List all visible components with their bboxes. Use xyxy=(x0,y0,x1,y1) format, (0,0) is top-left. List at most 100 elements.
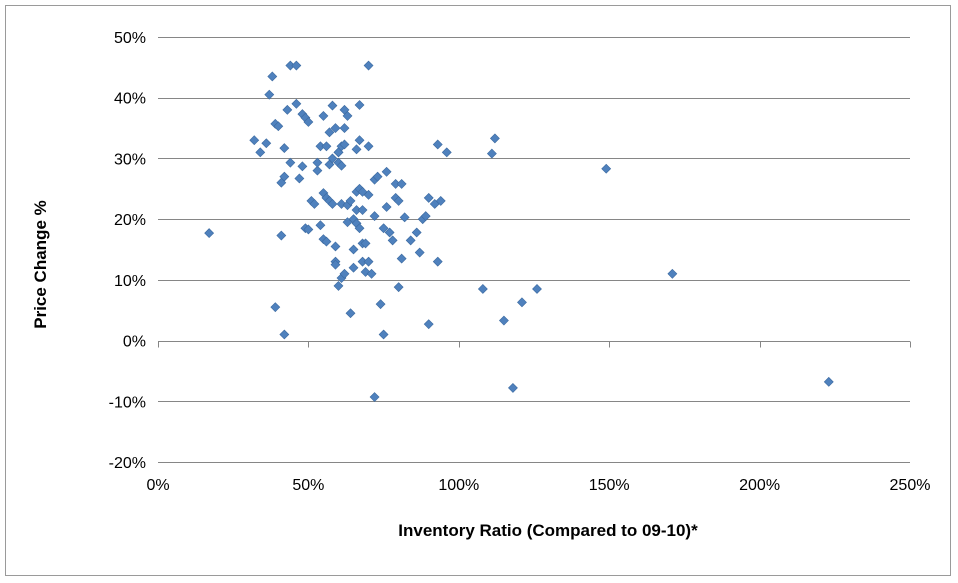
y-tick-label: 20% xyxy=(114,212,146,229)
data-point xyxy=(387,235,398,246)
x-tick-label: 200% xyxy=(739,477,780,494)
chart-frame xyxy=(5,5,951,576)
x-tick-label: 150% xyxy=(589,477,630,494)
data-point xyxy=(273,121,284,132)
data-point xyxy=(303,224,314,235)
data-point xyxy=(498,315,509,326)
data-point xyxy=(357,205,368,215)
y-tick-label: 40% xyxy=(114,91,146,108)
y-tick-label: 50% xyxy=(114,30,146,47)
data-point xyxy=(291,60,302,71)
data-point xyxy=(351,144,362,155)
x-tick-label: 50% xyxy=(292,477,324,494)
data-point xyxy=(318,111,329,121)
data-point xyxy=(601,163,612,174)
x-axis-title: Inventory Ratio (Compared to 09-10)* xyxy=(398,521,698,540)
data-point xyxy=(279,143,290,154)
data-point xyxy=(282,104,293,115)
data-point xyxy=(378,223,389,234)
data-point xyxy=(297,161,308,172)
data-point xyxy=(336,160,347,171)
data-points xyxy=(204,60,834,402)
y-axis-title: Price Change % xyxy=(31,200,50,329)
data-point xyxy=(330,241,341,252)
gridlines xyxy=(158,37,910,463)
data-point xyxy=(249,135,260,146)
data-point xyxy=(432,139,443,150)
data-point xyxy=(312,157,323,168)
data-point xyxy=(363,60,374,71)
data-point xyxy=(309,199,320,209)
data-point xyxy=(315,220,326,231)
data-point xyxy=(393,282,404,293)
y-axis-tick-labels: -20% -10% 0% 10% 20% 30% 40% 50% xyxy=(109,30,146,472)
x-tick-label: 250% xyxy=(890,477,931,494)
data-point xyxy=(333,281,344,291)
data-point xyxy=(532,284,542,294)
data-point xyxy=(324,127,335,138)
data-point xyxy=(375,299,386,310)
data-point xyxy=(345,196,356,206)
data-point xyxy=(327,199,338,209)
data-point xyxy=(396,253,407,264)
data-point xyxy=(489,133,500,144)
data-point xyxy=(369,392,380,402)
y-tick-label: -20% xyxy=(109,455,146,472)
data-point xyxy=(294,173,305,184)
data-point xyxy=(276,230,287,241)
data-point xyxy=(339,123,350,133)
data-point xyxy=(405,235,416,246)
data-point xyxy=(279,329,290,340)
y-tick-label: 0% xyxy=(123,334,146,351)
y-tick-label: 30% xyxy=(114,151,146,168)
data-point xyxy=(339,139,350,150)
data-point xyxy=(477,284,488,294)
data-point xyxy=(354,100,365,110)
x-tick-label: 100% xyxy=(438,477,479,494)
data-point xyxy=(330,123,341,133)
data-point xyxy=(345,308,356,319)
data-point xyxy=(423,192,434,203)
data-point xyxy=(372,171,383,182)
x-axis-tick-labels: 0% 50% 100% 150% 200% 250% xyxy=(146,477,930,494)
data-point xyxy=(291,98,302,109)
data-point xyxy=(261,138,272,149)
data-point xyxy=(381,166,392,177)
data-point xyxy=(414,247,425,258)
data-point xyxy=(363,141,374,152)
data-point xyxy=(369,211,380,222)
data-point xyxy=(667,268,678,279)
data-point xyxy=(303,117,314,127)
data-point xyxy=(348,244,359,255)
data-point xyxy=(330,259,341,270)
y-tick-label: 10% xyxy=(114,273,146,290)
data-point xyxy=(432,256,443,267)
data-point xyxy=(264,89,275,100)
data-point xyxy=(327,100,338,111)
data-point xyxy=(393,196,404,206)
data-point xyxy=(363,189,374,200)
data-point xyxy=(420,211,431,222)
data-point xyxy=(517,297,527,308)
data-point xyxy=(384,227,395,238)
data-point xyxy=(354,223,365,234)
data-point xyxy=(363,256,374,267)
y-tick-label: -10% xyxy=(109,394,146,411)
data-point xyxy=(204,228,215,239)
data-point xyxy=(285,157,296,168)
data-point xyxy=(399,212,410,223)
data-point xyxy=(360,238,371,249)
data-point xyxy=(508,383,518,393)
data-point xyxy=(255,147,266,158)
x-axis xyxy=(158,341,911,348)
data-point xyxy=(327,153,338,164)
x-tick-label: 0% xyxy=(146,477,169,494)
data-point xyxy=(321,141,332,152)
data-point xyxy=(339,268,350,279)
data-point xyxy=(486,148,497,159)
data-point xyxy=(270,302,281,313)
data-point xyxy=(378,329,389,340)
data-point xyxy=(396,179,407,189)
data-point xyxy=(411,227,422,238)
data-point xyxy=(381,202,392,212)
